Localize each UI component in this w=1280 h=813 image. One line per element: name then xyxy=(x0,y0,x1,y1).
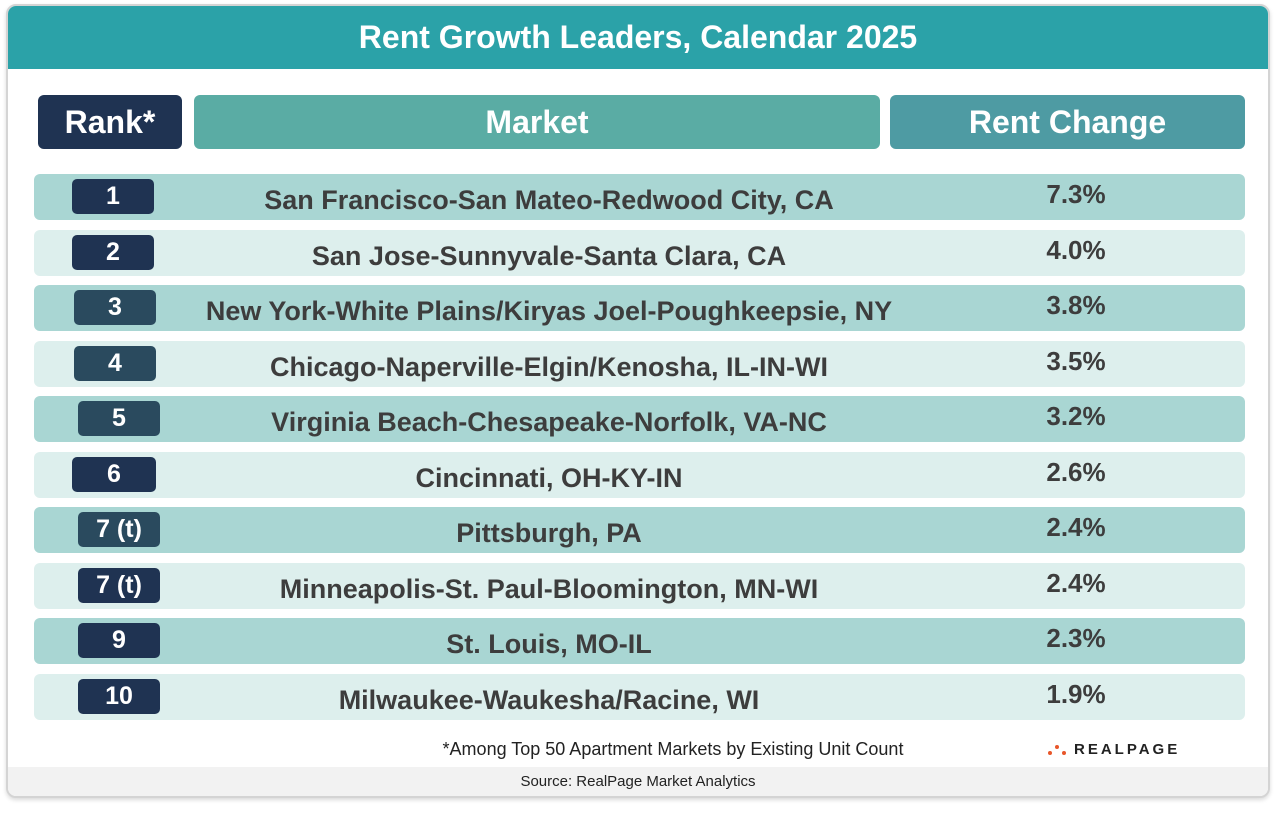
column-header-rent-change: Rent Change xyxy=(890,95,1245,149)
rank-badge: 7 (t) xyxy=(78,512,160,547)
realpage-logo: REALPAGE xyxy=(1048,737,1180,761)
footnote: *Among Top 50 Apartment Markets by Exist… xyxy=(442,738,904,759)
rent-change-value: 2.6% xyxy=(1046,456,1106,487)
chart-title: Rent Growth Leaders, Calendar 2025 xyxy=(8,6,1268,69)
market-name: Cincinnati, OH-KY-IN xyxy=(415,462,683,493)
market-name: St. Louis, MO-IL xyxy=(446,628,652,659)
market-name: New York-White Plains/Kiryas Joel-Poughk… xyxy=(205,295,893,326)
market-name: Milwaukee-Waukesha/Racine, WI xyxy=(338,684,760,715)
rent-change-value: 3.2% xyxy=(1046,400,1106,431)
rank-badge: 7 (t) xyxy=(78,568,160,603)
table-row: 10 Milwaukee-Waukesha/Racine, WI 1.9% xyxy=(34,674,1245,720)
rent-change-value: 2.4% xyxy=(1046,567,1106,598)
table-card: Rent Growth Leaders, Calendar 2025 Rank*… xyxy=(6,4,1270,798)
rank-badge: 4 xyxy=(74,346,156,381)
logo-dots-icon xyxy=(1048,742,1070,756)
column-header-rank: Rank* xyxy=(38,95,182,149)
rank-badge: 10 xyxy=(78,679,160,714)
table-row: 7 (t) Minneapolis-St. Paul-Bloomington, M… xyxy=(34,563,1245,609)
logo-text: REALPAGE xyxy=(1074,740,1181,758)
market-name: San Francisco-San Mateo-Redwood City, CA xyxy=(264,184,834,215)
rank-badge: 6 xyxy=(72,457,156,492)
rank-badge: 9 xyxy=(78,623,160,658)
market-name: Minneapolis-St. Paul-Bloomington, MN-WI xyxy=(279,573,819,604)
market-name: Pittsburgh, PA xyxy=(456,517,642,548)
rent-change-value: 2.3% xyxy=(1046,622,1106,653)
rent-change-value: 7.3% xyxy=(1046,178,1106,209)
rent-change-value: 4.0% xyxy=(1046,234,1106,265)
market-name: Chicago-Naperville-Elgin/Kenosha, IL-IN-… xyxy=(269,351,829,382)
table-row: 9 St. Louis, MO-IL 2.3% xyxy=(34,618,1245,664)
column-header-market: Market xyxy=(194,95,880,149)
rent-change-value: 2.4% xyxy=(1046,511,1106,542)
rank-badge: 3 xyxy=(74,290,156,325)
source-note: Source: RealPage Market Analytics xyxy=(8,767,1268,796)
table-row: 1 San Francisco-San Mateo-Redwood City, C… xyxy=(34,174,1245,220)
table-row: 2 San Jose-Sunnyvale-Santa Clara, CA 4.0% xyxy=(34,230,1245,276)
rent-change-value: 1.9% xyxy=(1046,678,1106,709)
rent-change-value: 3.8% xyxy=(1046,289,1106,320)
rank-badge: 1 xyxy=(72,179,154,214)
table-row: 3 New York-White Plains/Kiryas Joel-Pough… xyxy=(34,285,1245,331)
table-row: 5 Virginia Beach-Chesapeake-Norfolk, VA-N… xyxy=(34,396,1245,442)
market-name: Virginia Beach-Chesapeake-Norfolk, VA-NC xyxy=(271,406,827,437)
market-name: San Jose-Sunnyvale-Santa Clara, CA xyxy=(311,240,787,271)
rent-change-value: 3.5% xyxy=(1046,345,1106,376)
table-row: 6 Cincinnati, OH-KY-IN 2.6% xyxy=(34,452,1245,498)
rank-badge: 2 xyxy=(72,235,154,270)
table-row: 7 (t) Pittsburgh, PA 2.4% xyxy=(34,507,1245,553)
rank-badge: 5 xyxy=(78,401,160,436)
table-row: 4 Chicago-Naperville-Elgin/Kenosha, IL-IN… xyxy=(34,341,1245,387)
